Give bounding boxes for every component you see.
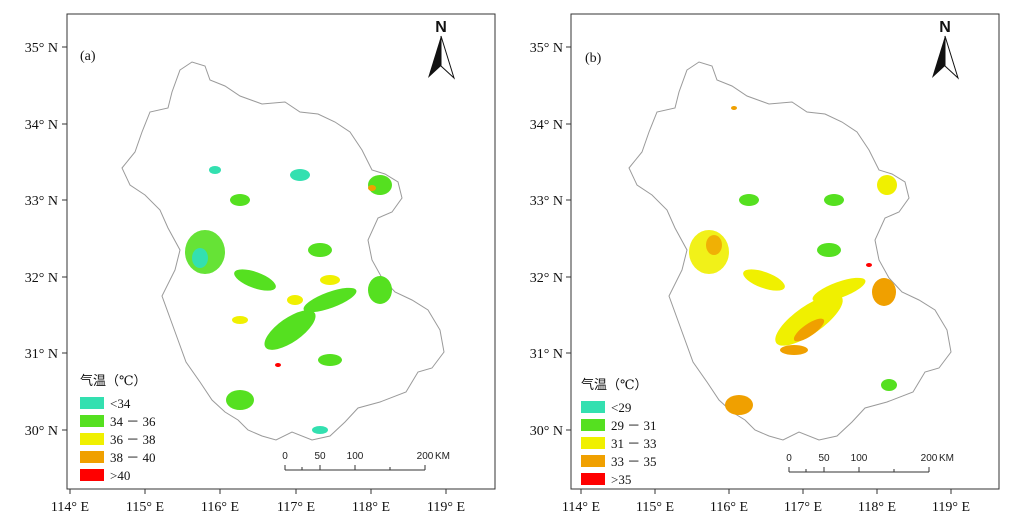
lon-axis: 114° E 115° E 116° E 117° E 118° E 119° … [562, 489, 970, 515]
legend-swatch [581, 455, 605, 467]
legend: 气温（℃） <34 34 － 36 36 － 38 38 － 40 >40 [80, 373, 156, 483]
scale-bar: 0 50 100 200 KM [786, 453, 954, 473]
legend-label: 33 － 35 [611, 454, 657, 469]
lon-label: 117° E [277, 500, 315, 515]
legend-swatch [80, 451, 104, 463]
legend-swatch [80, 397, 104, 409]
lat-label: 31° N [25, 347, 58, 362]
scale-tick: 200 [921, 453, 938, 464]
legend-label: >40 [110, 468, 130, 483]
scale-tick: 200 [417, 451, 434, 462]
lon-label: 118° E [352, 500, 390, 515]
scale-unit: KM [939, 453, 954, 464]
scale-tick: 50 [314, 451, 326, 462]
north-arrow-icon: N [932, 19, 960, 80]
legend-label: 29 － 31 [611, 418, 657, 433]
lat-label: 30° N [530, 424, 563, 439]
scale-tick: 100 [851, 453, 868, 464]
scale-bar: 0 50 100 200 KM [282, 451, 450, 471]
lon-label: 118° E [858, 500, 896, 515]
legend-label: 38 － 40 [110, 450, 156, 465]
map-panel-b: 35° N 34° N 33° N 32° N 31° N 30° N 114°… [509, 0, 1018, 522]
panel-label: (a) [80, 49, 96, 64]
lon-axis: 114° E 115° E 116° E 117° E 118° E 119° … [51, 489, 465, 515]
map-panel-a: 35° N 34° N 33° N 32° N 31° N 30° N 114°… [25, 13, 496, 515]
lat-label: 32° N [25, 271, 58, 286]
svg-text:N: N [435, 19, 447, 36]
legend-label: <29 [611, 400, 631, 415]
scale-unit: KM [435, 451, 450, 462]
province-outline [121, 61, 445, 441]
lat-label: 31° N [530, 347, 563, 362]
lon-label: 114° E [562, 500, 600, 515]
legend-swatch [581, 473, 605, 485]
map-frame [66, 13, 496, 490]
map-frame [570, 13, 1000, 490]
legend-swatch [80, 415, 104, 427]
lat-label: 33° N [530, 194, 563, 209]
temperature-patches [185, 166, 392, 434]
legend-swatch [581, 401, 605, 413]
legend-swatch [581, 437, 605, 449]
legend-title: 气温（℃） [581, 377, 648, 392]
lon-label: 117° E [784, 500, 822, 515]
lat-label: 35° N [25, 41, 58, 56]
scale-tick: 100 [347, 451, 364, 462]
scale-tick: 0 [786, 453, 792, 464]
lon-label: 116° E [710, 500, 748, 515]
legend-label: 34 － 36 [110, 414, 156, 429]
lat-label: 34° N [25, 118, 58, 133]
legend-title: 气温（℃） [80, 373, 147, 388]
lon-label: 115° E [126, 500, 164, 515]
legend-label: <34 [110, 396, 131, 411]
lon-label: 119° E [427, 500, 465, 515]
lon-label: 114° E [51, 500, 89, 515]
lon-label: 116° E [201, 500, 239, 515]
lat-axis: 35° N 34° N 33° N 32° N 31° N 30° N [25, 41, 67, 439]
temperature-patches [689, 106, 897, 415]
legend: 气温（℃） <29 29 － 31 31 － 33 33 － 35 >35 [581, 377, 657, 487]
legend-swatch [80, 433, 104, 445]
legend-label: >35 [611, 472, 631, 487]
svg-text:N: N [939, 19, 951, 36]
lat-label: 30° N [25, 424, 58, 439]
lat-label: 35° N [530, 41, 563, 56]
legend-swatch [80, 469, 104, 481]
lon-label: 119° E [932, 500, 970, 515]
map-svg-b: 35° N 34° N 33° N 32° N 31° N 30° N 114°… [530, 13, 1000, 515]
map-svg-a: 35° N 34° N 33° N 32° N 31° N 30° N 114°… [25, 13, 496, 515]
province-outline [628, 61, 952, 441]
scale-tick: 50 [818, 453, 830, 464]
scale-tick: 0 [282, 451, 288, 462]
panel-label: (b) [585, 51, 602, 66]
lon-label: 115° E [636, 500, 674, 515]
legend-swatch [581, 419, 605, 431]
lat-label: 33° N [25, 194, 58, 209]
legend-label: 31 － 33 [611, 436, 657, 451]
legend-label: 36 － 38 [110, 432, 156, 447]
lat-label: 32° N [530, 271, 563, 286]
north-arrow-icon: N [428, 19, 456, 80]
lat-label: 34° N [530, 118, 563, 133]
lat-axis: 35° N 34° N 33° N 32° N 31° N 30° N [530, 41, 571, 439]
